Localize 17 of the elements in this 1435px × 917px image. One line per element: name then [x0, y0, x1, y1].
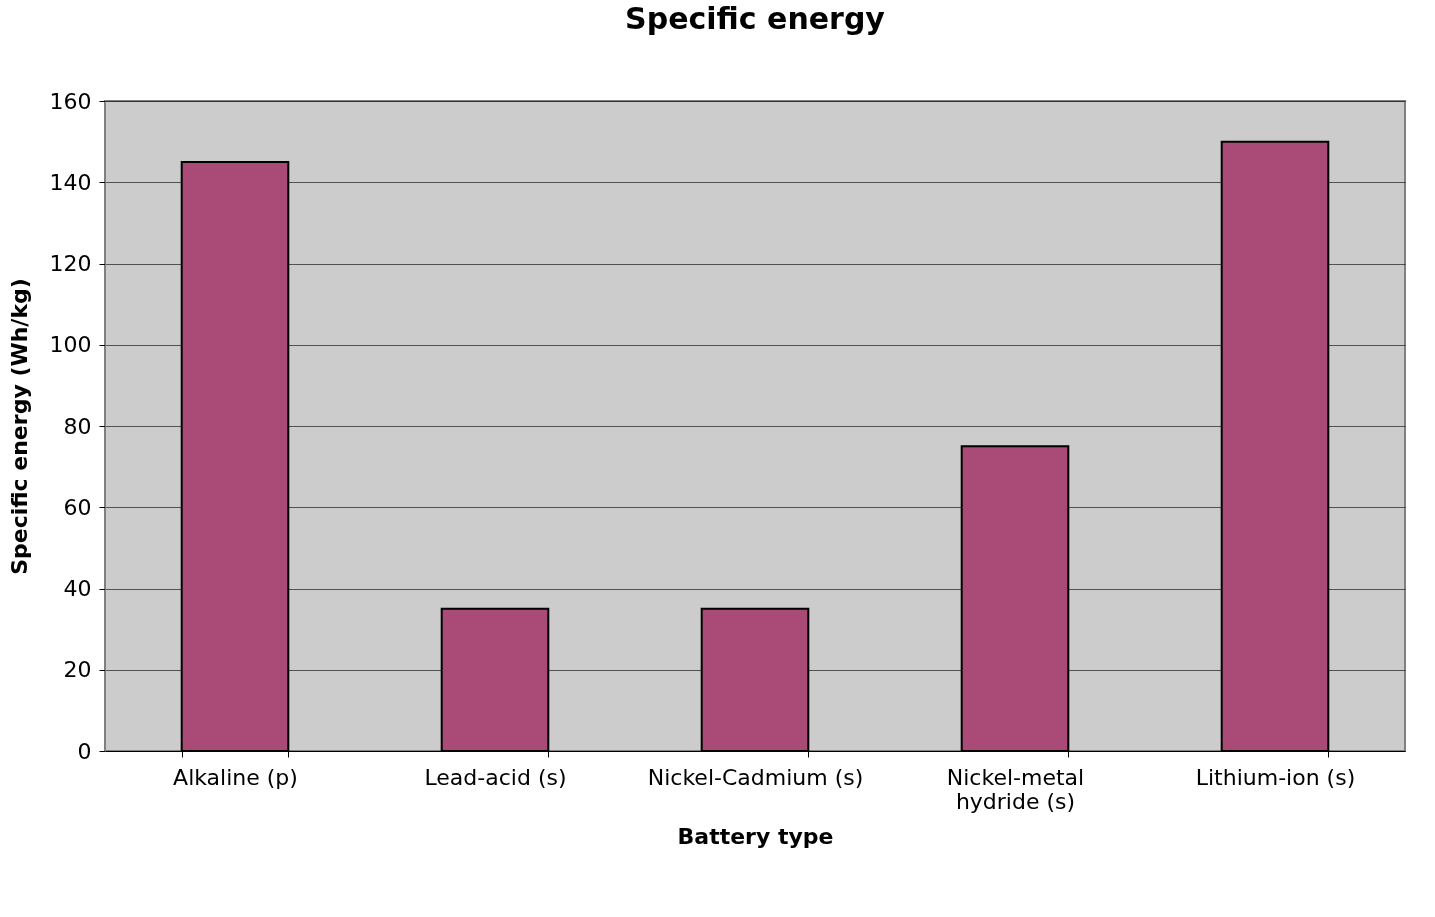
x-tick-label: Lead-acid (s): [424, 764, 567, 790]
y-tick-label: 100: [49, 332, 92, 358]
y-tick-label: 20: [63, 657, 92, 683]
y-tick-label: 40: [63, 576, 92, 601]
x-tick-label: Nickel-Cadmium (s): [647, 764, 864, 790]
chart-title: Specific energy: [625, 1, 886, 36]
y-tick-label: 120: [49, 251, 92, 276]
x-axis-title: Battery type: [677, 823, 834, 849]
y-tick-label: 160: [49, 88, 92, 114]
x-tick-label: Nickel-metal hydride (s): [946, 764, 1085, 814]
y-tick-label: 60: [63, 494, 92, 520]
y-axis-title: Specific energy (Wh/kg): [6, 278, 32, 575]
y-tick-label: 0: [77, 738, 92, 764]
y-tick-label: 80: [63, 413, 92, 439]
x-tick-label: Lithium-ion (s): [1195, 764, 1356, 790]
x-tick-label: Alkaline (p): [173, 764, 298, 790]
y-tick-label: 140: [49, 169, 92, 195]
